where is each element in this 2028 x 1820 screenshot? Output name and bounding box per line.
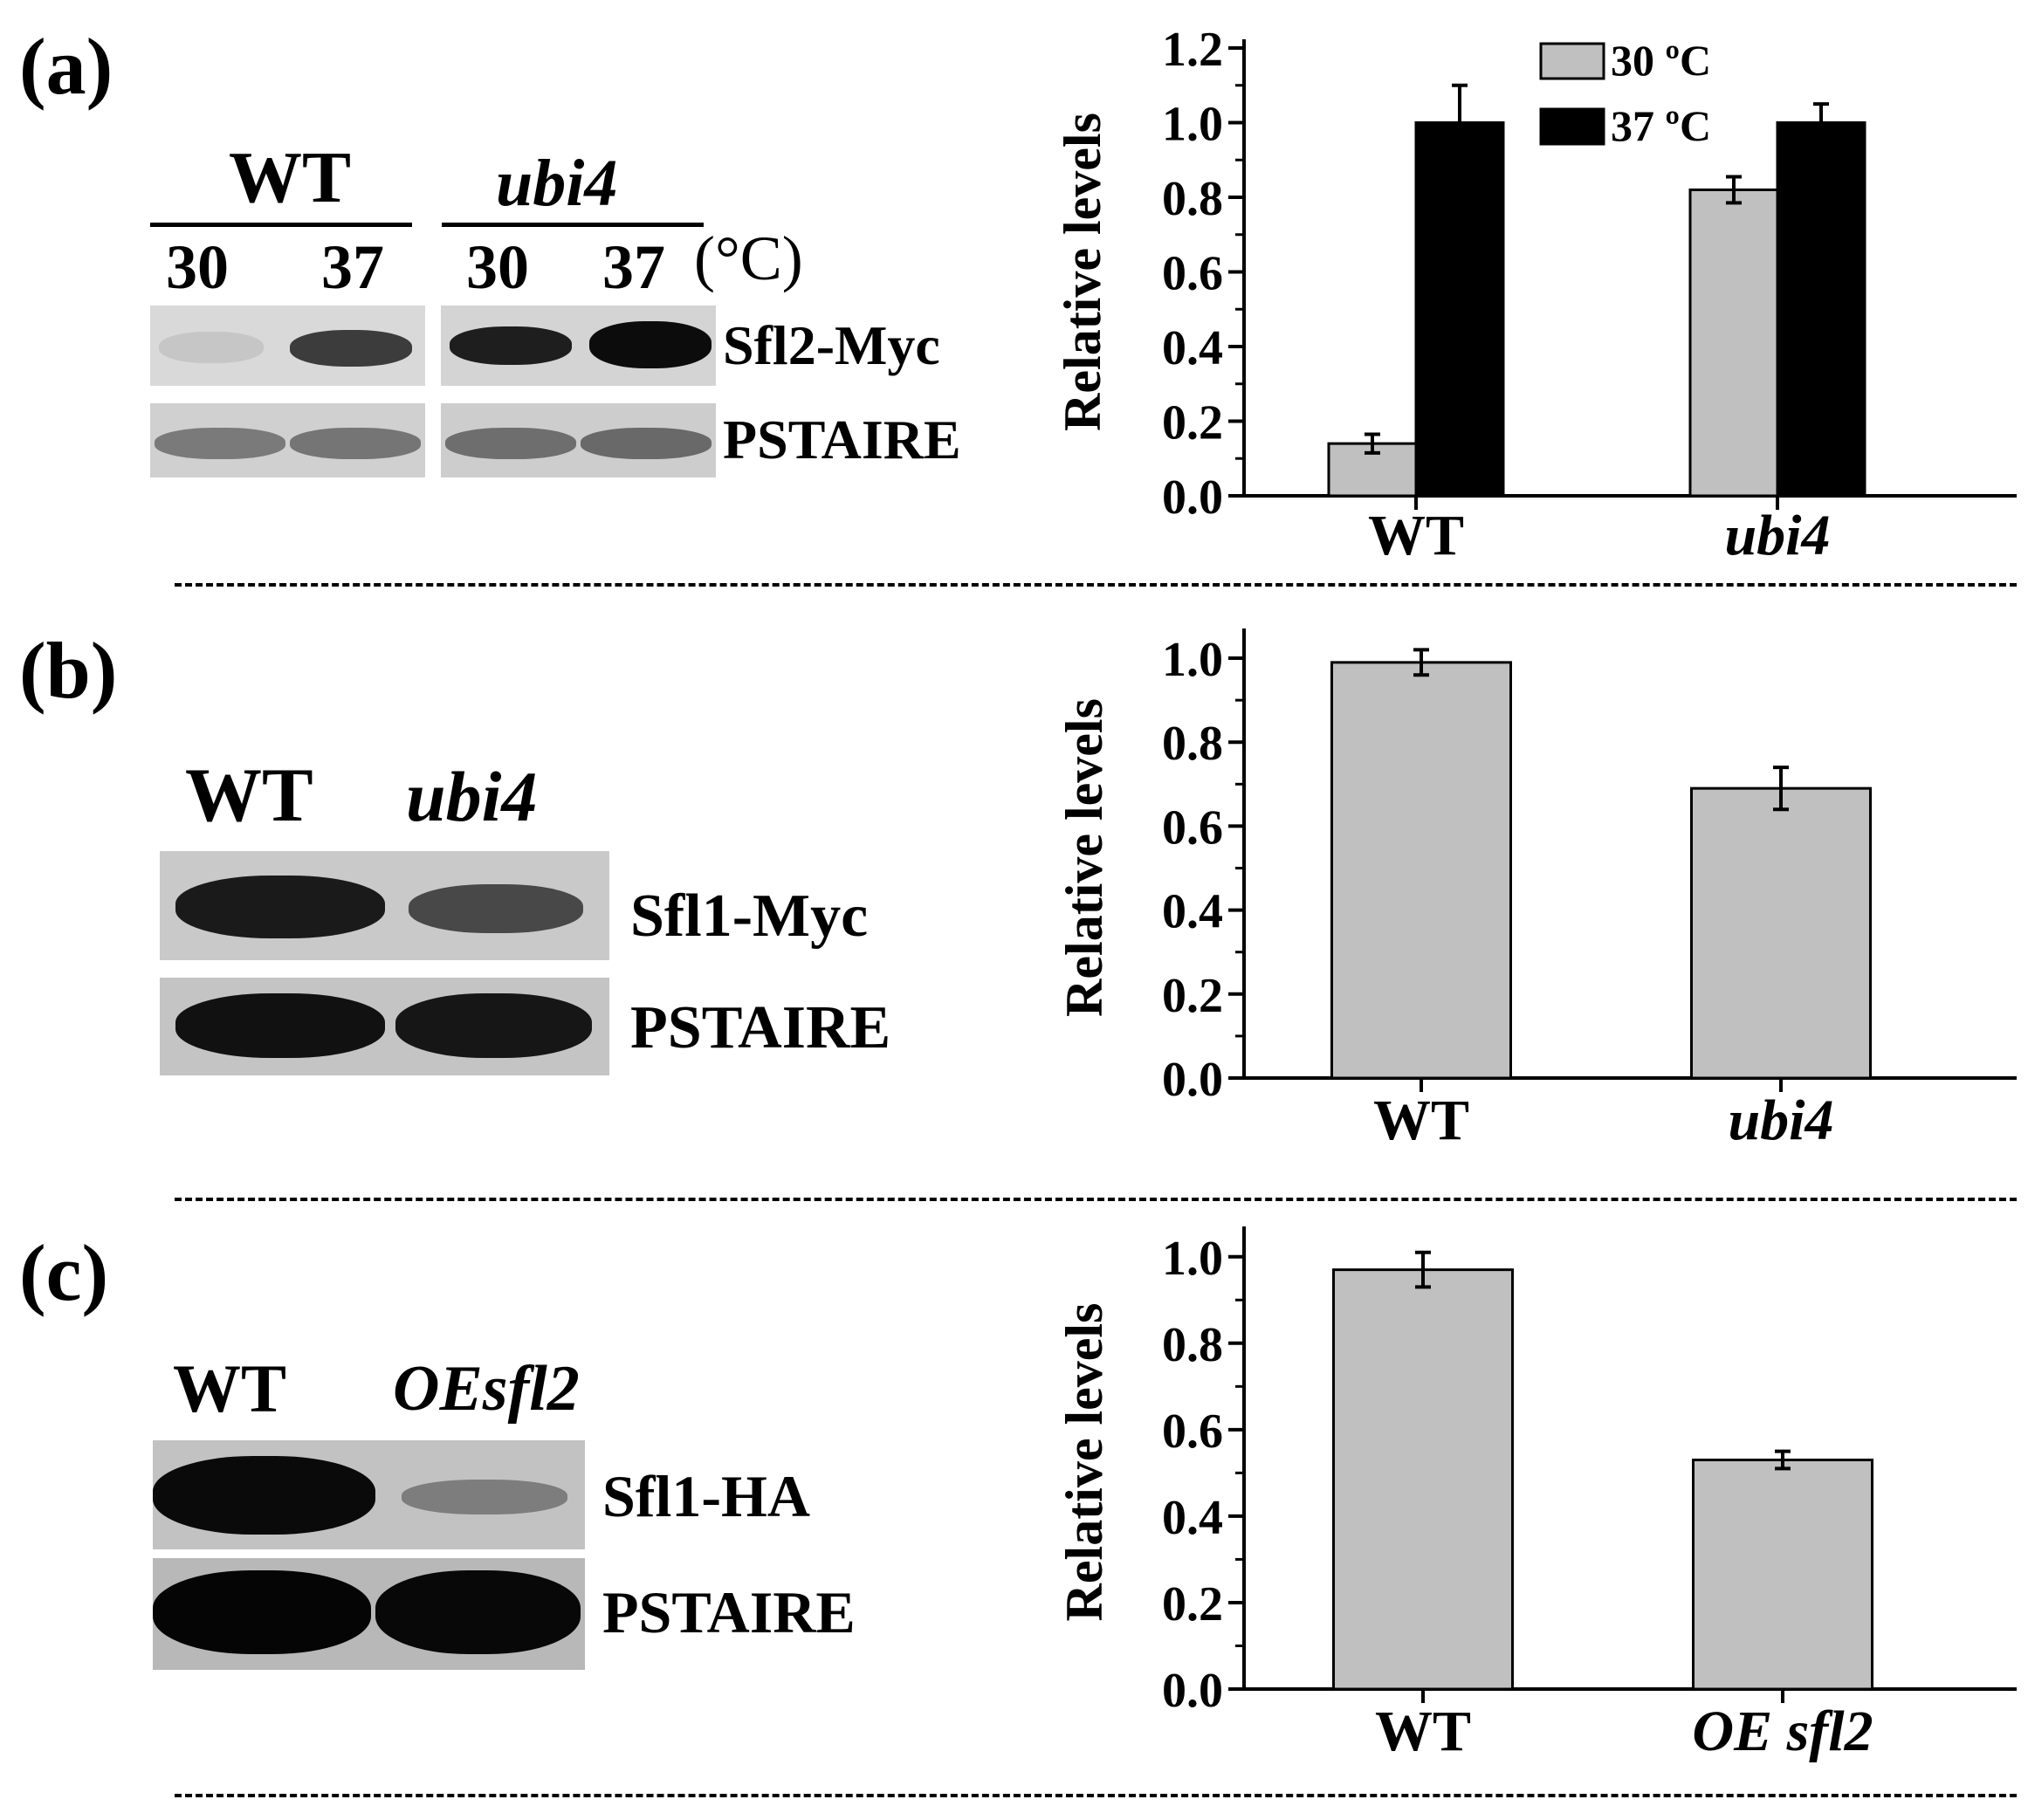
y-tick-label: 1.2 [1162,23,1223,77]
blot-a-ubi4-underline [442,223,704,227]
y-axis-title: Relative levels [1055,1303,1113,1622]
panel-b-label: (b) [19,626,118,715]
blot-b-lane-ubi4: ubi4 [406,757,538,836]
y-tick-label: 0.0 [1162,470,1223,525]
x-tick-label: WT [1373,1089,1469,1152]
blot-b-row1-label: Sfl1-Myc [630,883,869,950]
x-tick-label: OE sfl2 [1692,1700,1873,1763]
blot-c-lane-wt: WT [173,1350,287,1426]
bar [1776,121,1866,498]
legend-label: 30 ºC [1611,36,1711,85]
bar [1332,1268,1514,1691]
chart-2: 0.0 0.2 0.4 0.6 0.8 1.0 Relative levels WT ubi4 [1055,628,2017,1152]
blot-a-temp-2: 37 [321,232,384,302]
y-tick-label: 0.8 [1162,717,1223,771]
y-tick-label: 1.0 [1162,633,1223,687]
y-tick-label: 0.8 [1162,172,1223,226]
y-tick-label: 1.0 [1162,1232,1223,1286]
blot-c-lane-oesfl2: OEsfl2 [393,1353,580,1425]
y-tick-label: 0.2 [1162,969,1223,1023]
blot-a-temp-3: 30 [466,232,529,302]
blot-a-wt-underline [150,223,412,227]
y-tick-label: 0.2 [1162,1577,1223,1631]
y-tick-label: 0.6 [1162,1404,1223,1459]
blot-a-pstaire-wt [150,403,425,477]
blot-a-pstaire-ubi4 [441,403,716,477]
y-tick-label: 0.0 [1162,1053,1223,1107]
blot-a-temp-unit: (°C) [694,223,803,293]
legend-swatch [1539,42,1605,80]
bar [1692,1459,1873,1691]
panel-c-label: (c) [19,1228,109,1317]
chart-1: 0.0 0.2 0.4 0.6 0.8 1.0 1.2 Relative levels WT ub… [1054,23,2017,567]
y-tick-label: 0.6 [1162,247,1223,301]
blot-a-sfl2-wt [150,306,425,386]
panel-a-label: (a) [19,22,113,111]
x-tick-label: ubi4 [1724,504,1830,567]
separator-c [175,1794,2017,1797]
y-tick-label: 0.0 [1162,1664,1223,1718]
separator-a [175,583,2017,587]
x-tick-label: WT [1375,1700,1471,1763]
blot-c-row2-label: PSTAIRE [602,1579,856,1645]
blot-b-sfl1 [160,851,609,960]
y-tick-label: 1.0 [1162,98,1223,152]
bar [1414,121,1505,498]
blot-b-pstaire [160,978,609,1075]
blot-c-row1-label: Sfl1-HA [602,1463,810,1529]
y-axis-title: Relative levels [1055,698,1113,1017]
legend-swatch [1539,107,1605,146]
y-tick-label: 0.8 [1162,1318,1223,1372]
x-tick-label: ubi4 [1728,1089,1833,1152]
y-tick-label: 0.4 [1162,321,1223,375]
blot-a-row2-label: PSTAIRE [723,409,961,470]
blot-b-lane-wt: WT [185,753,313,838]
y-tick-label: 0.4 [1162,885,1223,939]
y-tick-label: 0.2 [1162,396,1223,450]
blot-a-group-ubi4: ubi4 [496,147,618,220]
y-tick-label: 0.6 [1162,800,1223,855]
blot-c-pstaire [153,1558,585,1670]
y-axis-title: Relative levels [1054,113,1111,431]
bar [1330,661,1512,1080]
bar [1690,786,1872,1080]
blot-a-temp-4: 37 [602,232,665,302]
blot-a-temp-1: 30 [166,232,229,302]
blot-a-row1-label: Sfl2-Myc [723,314,940,376]
separator-b [175,1198,2017,1201]
blot-b-row2-label: PSTAIRE [630,994,891,1061]
x-tick-label: WT [1368,504,1464,567]
legend-label: 37 ºC [1611,101,1711,150]
blot-a-sfl2-ubi4 [441,306,716,386]
chart-3: 0.0 0.2 0.4 0.6 0.8 1.0 Relative levels WT OE sf… [1055,1226,2017,1763]
blot-c-sfl1 [153,1440,585,1549]
y-tick-label: 0.4 [1162,1491,1223,1545]
bar [1688,188,1779,498]
blot-a-group-wt: WT [229,137,352,218]
